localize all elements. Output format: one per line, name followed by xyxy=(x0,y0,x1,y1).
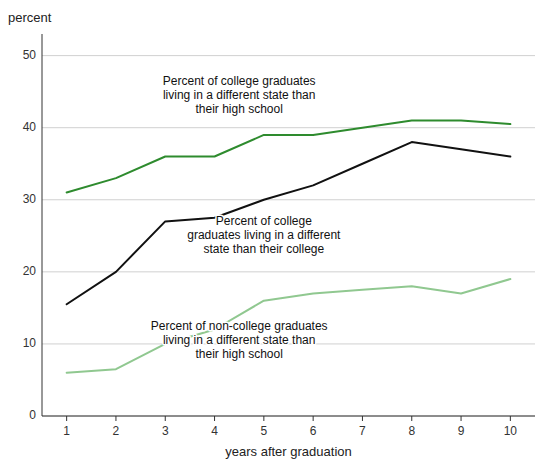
x-tick-label: 6 xyxy=(310,424,317,438)
x-tick xyxy=(66,416,67,421)
x-tick-label: 5 xyxy=(261,424,268,438)
series-line xyxy=(67,120,511,192)
x-tick-label: 8 xyxy=(408,424,415,438)
x-tick xyxy=(263,416,264,421)
x-tick-label: 2 xyxy=(113,424,120,438)
x-tick-label: 7 xyxy=(359,424,366,438)
annotation: Percent of non-college graduatesliving i… xyxy=(151,319,328,361)
chart-container: 0 10 20 30 40 50 1 2 3 4 5 6 7 8 9 10 years after gradua… xyxy=(0,0,551,468)
grid-line xyxy=(42,127,535,128)
grid xyxy=(42,56,535,416)
x-tick xyxy=(461,416,462,421)
y-tick-label: 50 xyxy=(23,48,37,62)
y-tick-label: 10 xyxy=(23,336,37,350)
series-line xyxy=(67,279,511,373)
grid-line xyxy=(42,199,535,200)
x-tick-label: 4 xyxy=(211,424,218,438)
chart: 0 10 20 30 40 50 1 2 3 4 5 6 7 8 9 10 years after gradua… xyxy=(0,0,551,468)
x-tick-label: 3 xyxy=(162,424,169,438)
x-tick-label: 1 xyxy=(63,424,70,438)
x-tick xyxy=(115,416,116,421)
x-tick xyxy=(411,416,412,421)
annotation: Percent of college graduatesliving in a … xyxy=(163,74,316,116)
annotation: Percent of collegegraduates living in a … xyxy=(187,214,341,256)
x-tick-label: 10 xyxy=(504,424,518,438)
x-tick xyxy=(362,416,363,421)
x-tick xyxy=(510,416,511,421)
y-tick-label: 20 xyxy=(23,264,37,278)
y-tick-label: 40 xyxy=(23,120,37,134)
y-tick-label: 30 xyxy=(23,192,37,206)
y-axis-label: percent xyxy=(8,10,52,25)
x-tick xyxy=(165,416,166,421)
y-axis xyxy=(42,34,43,416)
x-tick xyxy=(214,416,215,421)
y-tick-label: 0 xyxy=(29,408,36,422)
grid-line xyxy=(42,55,535,56)
x-tick-label: 9 xyxy=(458,424,465,438)
lines xyxy=(67,120,511,372)
x-tick xyxy=(313,416,314,421)
series-line xyxy=(67,142,511,304)
x-axis-label: years after graduation xyxy=(225,444,351,459)
